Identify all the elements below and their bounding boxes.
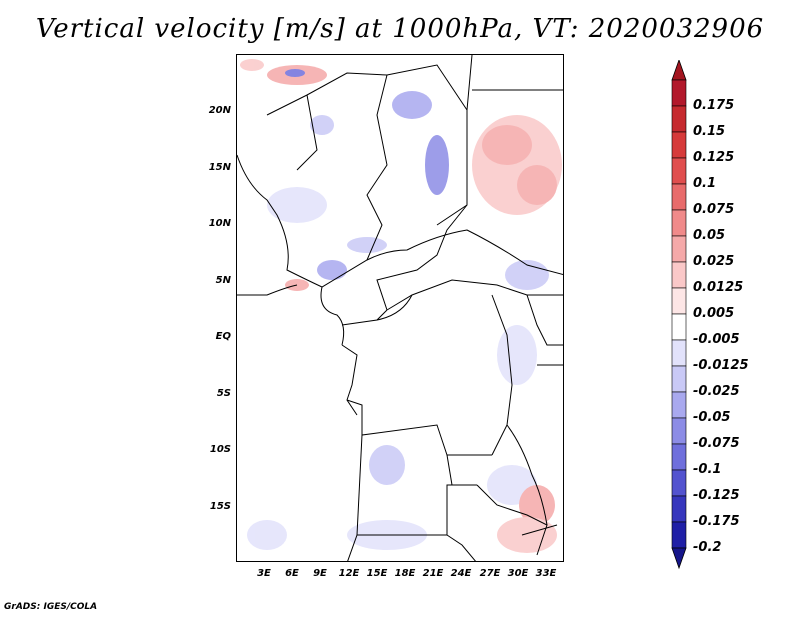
lat-label: 20N [208,105,231,116]
colorbar-label: -0.0125 [693,358,749,373]
lon-label: 33E [535,568,557,579]
lat-label: EQ [215,331,231,342]
colorbar-label: -0.05 [693,410,731,425]
colorbar-label: -0.025 [693,384,740,399]
colorbar-swatch [671,365,687,393]
colorbar-label: -0.125 [693,488,740,503]
footer-credit: GrADS: IGES/COLA [4,602,98,612]
colorbar-swatch [671,443,687,471]
colorbar-swatch [671,209,687,237]
colorbar-label: -0.175 [693,514,740,529]
colorbar-swatch [671,495,687,523]
lon-label: 24E [450,568,472,579]
colorbar-swatch [671,105,687,133]
colorbar-label: 0.005 [693,306,735,321]
colorbar-label: -0.2 [693,540,722,555]
lon-label: 9E [313,568,327,579]
colorbar-swatch [671,469,687,497]
colorbar [671,60,687,570]
lat-label: 5S [216,388,231,399]
lon-label: 21E [422,568,444,579]
colorbar-label: -0.005 [693,332,740,347]
colorbar-swatch [671,313,687,341]
lon-label: 6E [285,568,299,579]
colorbar-swatch [671,339,687,367]
velocity-shading [240,59,562,553]
colorbar-label: 0.0125 [693,280,744,295]
country-borders [237,55,563,561]
colorbar-label: 0.15 [693,124,726,139]
lat-label: 10S [209,444,231,455]
colorbar-top-arrow [671,60,687,81]
lat-label: 10N [208,218,231,229]
lat-label: 15S [209,501,231,512]
map-canvas [237,55,563,561]
colorbar-bottom-arrow [671,547,687,570]
colorbar-label: 0.1 [693,176,717,191]
lon-label: 30E [507,568,529,579]
chart-title: Vertical velocity [m/s] at 1000hPa, VT: … [35,14,765,44]
lon-label: 18E [394,568,416,579]
colorbar-swatch [671,131,687,159]
colorbar-swatch [671,183,687,211]
colorbar-swatch [671,261,687,289]
colorbar-swatch [671,391,687,419]
lat-label: 5N [215,275,231,286]
colorbar-swatch [671,235,687,263]
lon-label: 3E [257,568,271,579]
colorbar-label: -0.1 [693,462,722,477]
lon-label: 12E [338,568,360,579]
colorbar-label: 0.175 [693,98,735,113]
lon-label: 27E [479,568,501,579]
colorbar-swatch [671,157,687,185]
lat-label: 15N [208,162,231,173]
colorbar-label: 0.05 [693,228,726,243]
colorbar-swatch [671,521,687,549]
colorbar-swatch [671,417,687,445]
colorbar-label: 0.075 [693,202,735,217]
lon-label: 15E [366,568,388,579]
colorbar-label: 0.125 [693,150,735,165]
map-panel [236,54,564,562]
colorbar-swatch [671,287,687,315]
colorbar-label: 0.025 [693,254,735,269]
colorbar-label: -0.075 [693,436,740,451]
colorbar-swatch [671,79,687,107]
